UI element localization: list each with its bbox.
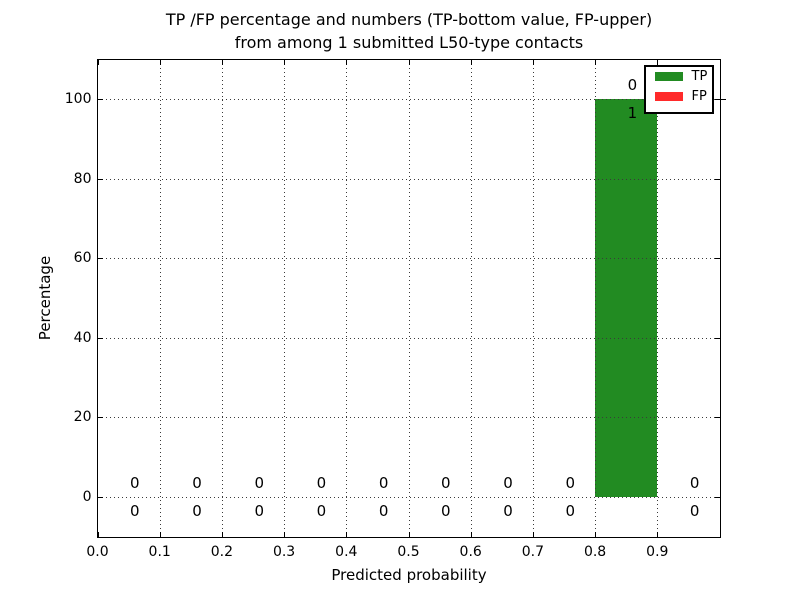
gridline-vertical <box>221 59 223 537</box>
count-label-fp: 0 <box>192 473 202 492</box>
count-label-tp: 0 <box>192 501 202 520</box>
y-tick-left <box>97 178 103 180</box>
count-label-tp: 0 <box>565 501 575 520</box>
chart-title: TP /FP percentage and numbers (TP-bottom… <box>98 8 720 54</box>
x-tick-bottom <box>97 531 99 537</box>
gridline-vertical <box>470 59 472 537</box>
x-tick-top <box>532 59 534 65</box>
y-tick-left <box>97 496 103 498</box>
y-tick-right-outward <box>719 99 726 101</box>
x-tick-bottom <box>159 531 161 537</box>
x-tick-bottom <box>221 531 223 537</box>
count-label-fp: 0 <box>254 473 264 492</box>
x-tick-label: 0.6 <box>459 543 482 560</box>
x-tick-top <box>159 59 161 65</box>
x-tick-label: 0.4 <box>335 543 358 560</box>
fp-legend-label: FP <box>691 89 707 104</box>
x-tick-label: 0.3 <box>272 543 296 560</box>
x-tick-label: 0.2 <box>210 543 234 560</box>
legend-item-tp: TP <box>646 67 712 87</box>
x-tick-bottom <box>346 531 348 537</box>
bar-tp <box>595 99 658 497</box>
count-label-tp: 0 <box>130 501 140 520</box>
fp-legend-swatch <box>654 92 683 101</box>
gridline-horizontal <box>97 337 720 339</box>
count-label-fp: 0 <box>316 473 327 492</box>
count-label-tp: 0 <box>503 501 513 520</box>
tp-legend-swatch <box>654 72 683 81</box>
count-label-fp: 0 <box>441 473 451 492</box>
y-tick-label: 100 <box>64 91 92 108</box>
y-tick-label: 60 <box>73 250 92 267</box>
count-label-fp: 0 <box>503 473 513 492</box>
x-axis-label: Predicted probability <box>331 566 487 584</box>
count-label-tp: 1 <box>627 104 638 123</box>
x-tick-bottom <box>595 531 597 537</box>
x-tick-top <box>470 59 472 65</box>
count-label-tp: 0 <box>316 501 327 520</box>
gridline-horizontal <box>97 258 720 260</box>
x-tick-top <box>595 59 597 65</box>
count-label-tp: 0 <box>441 501 451 520</box>
count-label-fp: 0 <box>565 473 575 492</box>
x-tick-bottom <box>532 531 534 537</box>
y-tick-right <box>714 178 720 180</box>
plot-area: TP FP 0.0 0.1 0.2 0.3 0.4 0.5 0.6 0.7 0.8 0.9 0 20 4… <box>65 58 726 560</box>
y-tick-left <box>97 417 103 419</box>
x-tick-label: 0.7 <box>521 543 545 560</box>
y-tick-left <box>97 258 103 260</box>
y-tick-left <box>97 99 103 101</box>
gridline-horizontal <box>97 417 720 419</box>
y-tick-right <box>714 258 720 260</box>
gridline-vertical <box>159 59 161 537</box>
gridline-vertical <box>532 59 534 537</box>
count-label-fp: 0 <box>627 76 638 95</box>
y-tick-label: 0 <box>82 488 92 505</box>
legend-item-fp: FP <box>646 87 712 107</box>
y-tick-label: 40 <box>73 329 92 346</box>
x-tick-bottom <box>408 531 410 537</box>
gridline-horizontal <box>97 178 720 180</box>
x-tick-bottom <box>657 531 659 537</box>
x-tick-top <box>97 59 99 65</box>
tp-legend-label: TP <box>691 69 708 84</box>
gridline-horizontal <box>97 496 720 498</box>
x-tick-label: 0.5 <box>397 543 420 560</box>
y-axis-label: Percentage <box>36 255 54 341</box>
x-tick-top <box>408 59 410 65</box>
gridline-vertical <box>595 59 597 537</box>
y-tick-right <box>714 496 720 498</box>
gridline-vertical <box>657 59 659 537</box>
x-tick-label: 0.9 <box>646 543 669 560</box>
gridline-horizontal <box>97 99 720 101</box>
gridline-vertical <box>408 59 410 537</box>
y-tick-right <box>714 337 720 339</box>
x-tick-top <box>221 59 223 65</box>
chart-title-line2: from among 1 submitted L50-type contacts <box>234 33 584 52</box>
count-label-fp: 0 <box>130 473 140 492</box>
x-tick-top <box>284 59 286 65</box>
gridline-vertical <box>284 59 286 537</box>
y-tick-right <box>714 99 720 101</box>
y-tick-label: 80 <box>73 170 92 187</box>
y-tick-label: 20 <box>73 409 92 426</box>
x-tick-top <box>346 59 348 65</box>
gridline-vertical <box>346 59 348 537</box>
x-tick-label: 0.0 <box>86 543 109 560</box>
count-label-tp: 0 <box>378 501 389 520</box>
x-tick-label: 0.1 <box>148 543 171 560</box>
count-label-tp: 0 <box>689 501 700 520</box>
x-tick-label: 0.8 <box>583 543 607 560</box>
chart-title-line1: TP /FP percentage and numbers (TP-bottom… <box>165 10 653 29</box>
x-tick-top <box>657 59 659 65</box>
y-tick-left <box>97 337 103 339</box>
count-label-fp: 0 <box>689 473 700 492</box>
count-label-fp: 0 <box>378 473 389 492</box>
y-tick-right <box>714 417 720 419</box>
x-tick-bottom <box>284 531 286 537</box>
x-tick-bottom <box>470 531 472 537</box>
legend: TP FP <box>643 64 714 114</box>
count-label-tp: 0 <box>254 501 264 520</box>
